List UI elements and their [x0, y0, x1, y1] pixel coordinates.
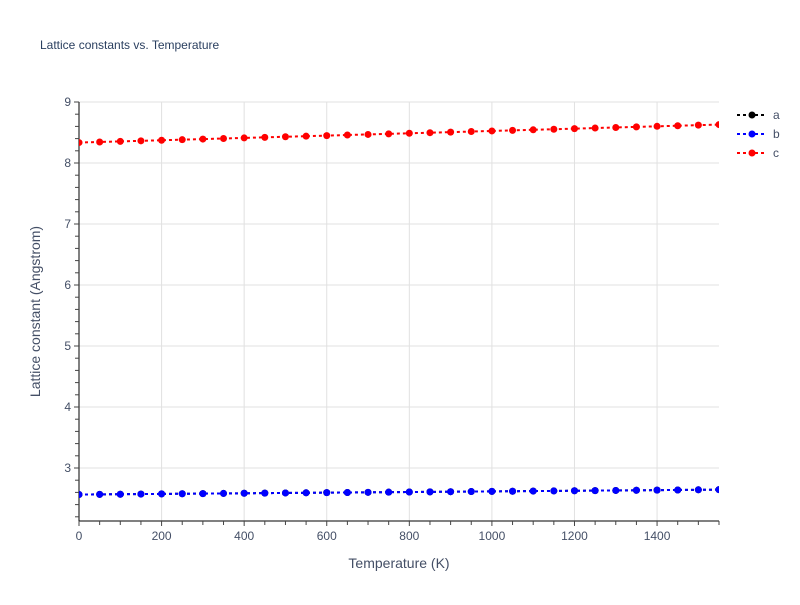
data-point — [96, 138, 104, 146]
data-point — [570, 125, 578, 133]
data-point — [302, 132, 310, 140]
series-b — [79, 486, 719, 499]
x-axis-title: Temperature (K) — [348, 555, 449, 571]
legend-marker — [748, 149, 756, 157]
data-point — [137, 490, 145, 498]
x-tick-label: 400 — [234, 529, 254, 543]
y-tick-label: 7 — [64, 217, 71, 231]
data-point — [137, 137, 145, 145]
data-point — [261, 133, 269, 141]
data-point — [302, 489, 310, 497]
x-tick-label: 0 — [76, 529, 83, 543]
data-point — [116, 137, 124, 145]
data-point — [467, 488, 475, 496]
data-point — [405, 129, 413, 137]
data-point — [79, 139, 83, 147]
data-point — [694, 121, 702, 129]
data-point — [281, 489, 289, 497]
data-point — [591, 124, 599, 132]
data-point — [674, 122, 682, 130]
data-point — [612, 123, 620, 131]
y-tick-label: 8 — [64, 156, 71, 170]
series-line-b — [79, 488, 719, 496]
data-point — [509, 126, 517, 134]
data-point — [199, 490, 207, 498]
series-c — [79, 121, 719, 147]
data-point — [529, 126, 537, 134]
y-tick-label: 5 — [64, 339, 71, 353]
data-point — [591, 487, 599, 495]
data-point — [715, 486, 719, 494]
x-tick-label: 200 — [152, 529, 172, 543]
data-point — [632, 486, 640, 494]
data-point — [364, 488, 372, 496]
y-tick-label: 3 — [64, 461, 71, 475]
data-point — [261, 489, 269, 497]
series-line-c — [79, 123, 719, 144]
data-point — [405, 488, 413, 496]
chart-title: Lattice constants vs. Temperature — [40, 38, 220, 52]
data-point — [509, 487, 517, 495]
data-point — [199, 135, 207, 143]
data-point — [385, 488, 393, 496]
legend-marker — [748, 130, 756, 138]
data-point — [570, 487, 578, 495]
data-point — [178, 490, 186, 498]
data-point — [178, 136, 186, 144]
x-tick-label: 1200 — [561, 529, 588, 543]
legend-label: b — [773, 127, 780, 141]
data-point — [674, 486, 682, 494]
data-point — [220, 489, 228, 497]
x-tick-label: 800 — [399, 529, 419, 543]
legend-item-c[interactable]: c — [737, 146, 779, 160]
legend-item-a[interactable]: a — [737, 108, 780, 122]
data-point — [488, 487, 496, 495]
y-tick-label: 6 — [64, 278, 71, 292]
data-point — [488, 127, 496, 135]
data-point — [447, 488, 455, 496]
legend-item-b[interactable]: b — [737, 127, 780, 141]
data-point — [281, 133, 289, 141]
legend-label: a — [773, 108, 780, 122]
data-point — [653, 486, 661, 494]
legend-label: c — [773, 146, 779, 160]
data-point — [694, 486, 702, 494]
data-point — [550, 487, 558, 495]
data-point — [116, 490, 124, 498]
data-point — [632, 123, 640, 131]
data-point — [79, 491, 83, 499]
data-point — [343, 488, 351, 496]
data-point — [158, 136, 166, 144]
data-point — [240, 134, 248, 142]
data-point — [426, 129, 434, 137]
y-axis-title: Lattice constant (Angstrom) — [27, 226, 43, 397]
y-tick-label: 4 — [64, 400, 71, 414]
data-point — [426, 488, 434, 496]
data-point — [467, 128, 475, 136]
data-point — [364, 130, 372, 138]
data-point — [96, 490, 104, 498]
data-point — [385, 130, 393, 138]
data-point — [715, 121, 719, 129]
data-point — [240, 489, 248, 497]
x-tick-label: 600 — [317, 529, 337, 543]
data-point — [323, 132, 331, 140]
data-point — [158, 490, 166, 498]
x-tick-label: 1000 — [479, 529, 506, 543]
data-point — [612, 486, 620, 494]
data-point — [447, 128, 455, 136]
data-point — [550, 125, 558, 133]
data-point — [343, 131, 351, 139]
data-point — [220, 135, 228, 143]
x-tick-label: 1400 — [644, 529, 671, 543]
y-tick-label: 9 — [64, 95, 71, 109]
legend-marker — [748, 111, 756, 119]
data-point — [529, 487, 537, 495]
data-point — [323, 489, 331, 497]
data-point — [653, 122, 661, 130]
